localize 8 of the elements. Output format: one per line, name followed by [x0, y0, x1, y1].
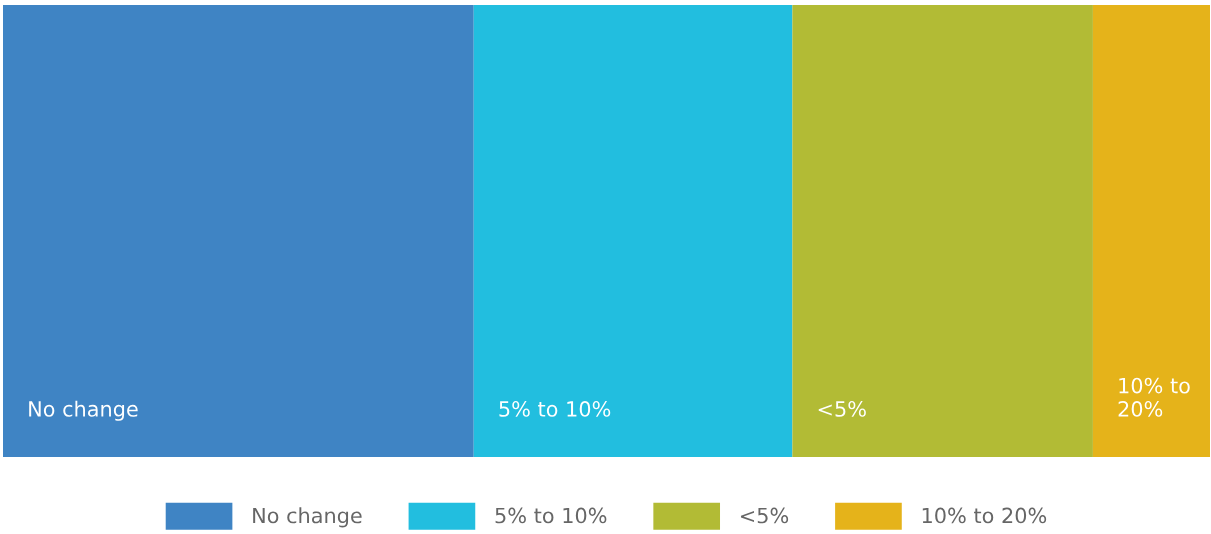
legend-label: No change	[253, 507, 362, 528]
legend-label: 10% to 20%	[922, 507, 1047, 524]
text: No change	[29, 400, 138, 421]
text: <5%	[818, 401, 866, 417]
legend-label: <5%	[740, 507, 789, 524]
text: 5% to 10%	[499, 401, 611, 417]
text: 10% to 20%	[1118, 377, 1190, 417]
legend-label: 5% to 10%	[495, 507, 607, 524]
